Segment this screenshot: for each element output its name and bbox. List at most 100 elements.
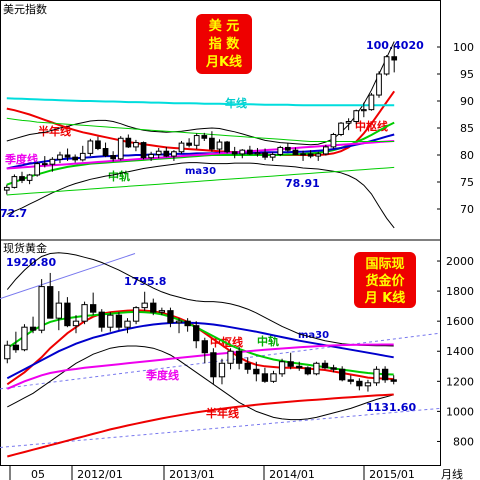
top-candle-body-4 xyxy=(34,163,41,176)
top-candle-body-33 xyxy=(254,152,261,155)
bottom-channel-upper xyxy=(0,332,441,390)
top-series-ma30 xyxy=(6,133,395,170)
x-tick-label-2: 2013/01 xyxy=(169,468,215,480)
top-panel-title: 美元指数 xyxy=(3,2,47,16)
top-year-line-label: 年线 xyxy=(225,96,247,110)
top-candle-body-2 xyxy=(19,176,25,181)
bottom-candle-body-25 xyxy=(218,362,226,378)
top-series-lower-band xyxy=(6,162,395,229)
bottom-candle-body-2 xyxy=(21,326,28,351)
bottom-candle-body-3 xyxy=(29,326,37,331)
bottom-candle-body-28 xyxy=(244,362,251,370)
top-candle-body-7 xyxy=(57,154,63,160)
top-badge: 美 元 指 数 月K线 xyxy=(196,14,252,74)
top-candle-body-6 xyxy=(49,158,56,165)
top-candle-body-51 xyxy=(391,56,398,61)
top-low-label: 78.91 xyxy=(285,177,320,190)
bottom-low-label: 1131.60 xyxy=(366,401,416,414)
bottom-candle-body-23 xyxy=(201,340,208,354)
top-candle-body-31 xyxy=(239,149,246,155)
top-candle-body-5 xyxy=(41,163,48,166)
top-ytick-label-1: 75 xyxy=(460,176,474,189)
bottom-candle-body-22 xyxy=(193,325,200,342)
top-candle-body-34 xyxy=(262,152,268,158)
bottom-candle-body-9 xyxy=(81,304,88,322)
top-series-upper-band xyxy=(6,41,395,146)
top-candle-body-35 xyxy=(269,153,276,158)
bottom-ytick-label-0: 800 xyxy=(453,435,474,448)
bottom-candle-body-42 xyxy=(364,382,372,387)
top-candle-body-16 xyxy=(125,137,132,148)
bottom-candle-body-39 xyxy=(339,368,346,381)
bottom-candle-body-43 xyxy=(373,368,380,384)
top-ma30-label: ma30 xyxy=(185,166,216,177)
top-badge-line-2: 指 数 xyxy=(209,36,241,52)
x-tick-label-5: 月线 xyxy=(441,467,463,480)
top-candle-body-23 xyxy=(178,142,185,153)
bottom-candle-body-15 xyxy=(132,307,140,322)
top-candle-body-29 xyxy=(224,141,230,153)
bottom-channel-lower xyxy=(0,407,441,448)
bottom-ytick-label-5: 1800 xyxy=(446,285,474,298)
top-candle-body-1 xyxy=(11,176,18,188)
top-candle-body-20 xyxy=(155,150,162,155)
bottom-candle-body-1 xyxy=(12,344,20,351)
top-ytick-label-4: 90 xyxy=(460,95,474,108)
x-tick-label-0: 05 xyxy=(31,468,45,480)
top-candle-body-47 xyxy=(360,109,367,112)
bottom-candle-body-32 xyxy=(278,361,286,375)
bottom-ma30-label: ma30 xyxy=(298,330,329,341)
chart-frame xyxy=(0,0,441,466)
top-quarter-label: 季度线 xyxy=(4,152,38,166)
bottom-candle-body-13 xyxy=(115,314,123,328)
bottom-panel-title: 现货黄金 xyxy=(3,241,47,255)
bottom-candle-body-20 xyxy=(175,320,183,324)
top-mid-track-label: 中轨 xyxy=(108,169,130,183)
bottom-series-half-year-line xyxy=(7,393,394,458)
top-candle-body-36 xyxy=(277,146,284,155)
top-candle-body-13 xyxy=(102,148,109,157)
top-candle-body-18 xyxy=(140,142,147,159)
top-candle-body-48 xyxy=(368,94,375,111)
bottom-candle-body-11 xyxy=(98,311,105,328)
top-candle-body-42 xyxy=(322,146,329,155)
bottom-candle-body-38 xyxy=(330,367,337,370)
bottom-candle-body-35 xyxy=(304,367,311,375)
top-candle-body-3 xyxy=(26,174,33,181)
top-series-quarter-line xyxy=(6,140,395,170)
top-series-mid-track xyxy=(6,121,395,186)
bottom-candle-body-44 xyxy=(381,368,389,381)
top-ytick-label-2: 80 xyxy=(460,149,474,162)
top-series-green-upper xyxy=(6,117,395,142)
top-start-label: 72.7 xyxy=(0,207,27,220)
top-candle-body-38 xyxy=(292,149,299,155)
top-candle-body-0 xyxy=(3,186,10,191)
bottom-candle-body-18 xyxy=(158,310,166,313)
top-candle-body-26 xyxy=(201,135,208,139)
bottom-badge-line-2: 货金价 xyxy=(365,273,405,289)
top-candle-body-50 xyxy=(383,56,390,75)
top-candle-body-40 xyxy=(307,153,314,157)
bottom-candle-body-24 xyxy=(210,352,217,378)
top-candle-body-27 xyxy=(209,137,215,150)
top-candle-body-15 xyxy=(117,137,124,160)
bottom-high-label: 1920.80 xyxy=(6,256,56,269)
bottom-candle-body-27 xyxy=(235,350,243,364)
bottom-candle-body-37 xyxy=(321,362,329,369)
top-candle-body-19 xyxy=(148,153,154,159)
bottom-series-mid-track xyxy=(6,310,394,376)
bottom-candle-body-45 xyxy=(390,379,397,382)
top-candle-body-41 xyxy=(315,153,322,157)
bottom-quarter-label: 季度线 xyxy=(145,368,179,382)
top-series-green-mid xyxy=(6,166,395,196)
top-candle-body-30 xyxy=(231,151,238,155)
top-ytick-label-6: 100 xyxy=(453,41,474,54)
bottom-candle-body-16 xyxy=(141,302,148,309)
bottom-candle-body-40 xyxy=(347,379,354,382)
top-ytick-label-5: 95 xyxy=(460,68,474,81)
top-ytick-label-0: 70 xyxy=(460,203,474,216)
bottom-high2-label: 1795.8 xyxy=(124,275,166,288)
top-candle-body-14 xyxy=(110,155,116,160)
bottom-ytick-label-6: 2000 xyxy=(446,255,474,268)
